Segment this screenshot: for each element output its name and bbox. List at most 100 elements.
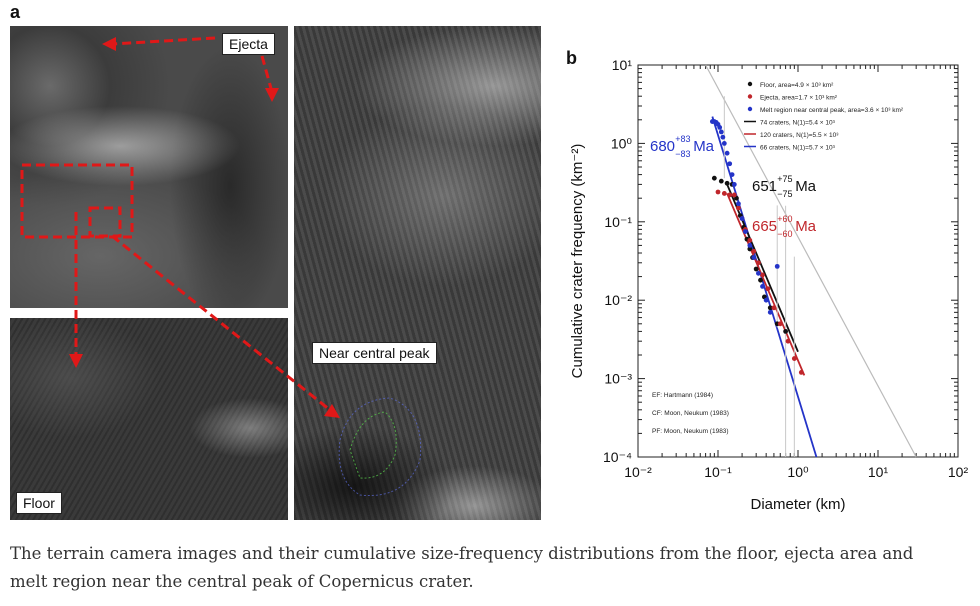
age-label-sub: −83 (675, 149, 690, 159)
data-point (721, 191, 727, 196)
legend-entry: 120 craters, N(1)=5.5 × 10³ (760, 132, 839, 139)
data-point (727, 192, 733, 198)
data-point (783, 328, 789, 334)
chart-note: PF: Moon, Neukum (1983) (652, 428, 729, 435)
central-region-box (88, 206, 122, 238)
y-tick-label: 10⁻¹ (604, 214, 632, 230)
data-point (771, 305, 777, 311)
age-label-unit: Ma (693, 138, 714, 155)
crater-frequency-chart: 10⁻² 10⁻¹ 10⁰ 10¹ 10² 10¹ 10⁰ 10⁻¹ 10⁻² 10⁻³ 10⁻⁴ D… (569, 57, 969, 513)
fit-line (726, 193, 806, 376)
data-point (747, 237, 753, 243)
image-floor (10, 318, 288, 520)
age-label-sup: +60 (777, 214, 792, 224)
melt-region-green (349, 411, 397, 479)
legend-entry: Melt region near central peak, area=3.6 … (760, 107, 904, 114)
data-point (724, 180, 730, 186)
legend-marker (747, 94, 753, 99)
data-point (711, 175, 717, 181)
floor-arrowhead (69, 354, 83, 368)
age-label-unit: Ma (795, 218, 816, 235)
data-point (751, 255, 757, 260)
ejecta-arrow-line (111, 36, 216, 46)
age-label-sup: +75 (777, 174, 792, 184)
fit-line (705, 64, 917, 458)
fit-line (726, 184, 799, 353)
age-label: 665 (752, 218, 777, 235)
legend-marker (747, 106, 753, 112)
age-label-sub: −60 (777, 229, 792, 239)
data-point (760, 283, 765, 289)
y-tick-label: 10⁰ (611, 135, 633, 151)
data-point (751, 248, 757, 254)
ejecta-arrow-line-2 (260, 55, 274, 93)
x-tick-label: 10² (948, 464, 969, 480)
data-point (721, 141, 727, 146)
data-point (756, 270, 761, 276)
data-point (777, 321, 783, 327)
floor-tag: Floor (16, 492, 62, 514)
y-tick-label: 10⁻² (604, 292, 632, 308)
data-point (791, 356, 797, 361)
image-near-central-peak (294, 26, 541, 520)
age-label-unit: Ma (795, 178, 816, 195)
y-axis-label: Cumulative crater frequency (km⁻²) (569, 144, 586, 379)
x-tick-label: 10⁻¹ (704, 464, 732, 480)
data-point (715, 189, 721, 195)
data-point (736, 205, 741, 211)
legend-entry: Ejecta, area=1.7 × 10³ km² (760, 95, 838, 102)
x-axis-label: Diameter (km) (750, 496, 845, 513)
data-point (767, 305, 773, 311)
age-label-sup: +83 (675, 134, 690, 144)
data-point (718, 129, 724, 135)
legend-entry: Floor, area=4.9 × 10³ km² (760, 82, 834, 89)
ejecta-arrowhead-2 (265, 88, 279, 102)
peak-arrow-line (111, 234, 331, 412)
legend-entry: 74 craters, N(1)=5.4 × 10³ (760, 120, 836, 127)
data-point (747, 243, 753, 248)
ejecta-tag: Ejecta (222, 33, 275, 55)
data-point (798, 369, 804, 375)
y-tick-label: 10⁻³ (604, 371, 632, 387)
data-point (765, 286, 771, 292)
age-label: 680 (650, 138, 675, 155)
legend-entry: 66 craters, N(1)=5.7 × 10³ (760, 145, 836, 152)
floor-region-box (20, 163, 134, 239)
panel-a-label: a (10, 2, 21, 22)
data-point (718, 178, 724, 184)
data-point (758, 277, 763, 283)
data-point (739, 216, 745, 221)
data-point (756, 260, 761, 266)
data-point (763, 297, 769, 303)
data-point (753, 266, 759, 272)
data-point (729, 172, 735, 177)
data-point (736, 201, 741, 207)
data-point (774, 263, 780, 269)
data-point (767, 309, 773, 315)
y-tick-label: 10¹ (612, 57, 633, 73)
chart-note: CF: Moon, Neukum (1983) (652, 410, 729, 417)
data-point (742, 229, 748, 234)
near-central-peak-tag: Near central peak (312, 342, 437, 364)
x-tick-label: 10⁰ (787, 464, 809, 480)
melt-region-outline (338, 397, 422, 497)
legend-marker (747, 81, 753, 87)
data-point (785, 338, 791, 344)
data-point (717, 124, 723, 130)
data-point (727, 161, 733, 167)
data-point (747, 246, 753, 252)
data-point (731, 192, 737, 198)
data-point (731, 181, 737, 187)
chart-note: EF: Hartmann (1984) (652, 392, 713, 399)
panel-b-label: b (566, 48, 577, 68)
age-label-sub: −75 (777, 189, 792, 199)
data-point (720, 134, 726, 140)
image-ejecta-overview (10, 26, 288, 308)
y-tick-label: 10⁻⁴ (603, 449, 632, 465)
data-point (760, 272, 765, 278)
peak-arrowhead (324, 404, 340, 418)
age-label: 651 (752, 178, 777, 195)
ejecta-arrowhead (102, 37, 116, 51)
data-point (724, 150, 730, 156)
